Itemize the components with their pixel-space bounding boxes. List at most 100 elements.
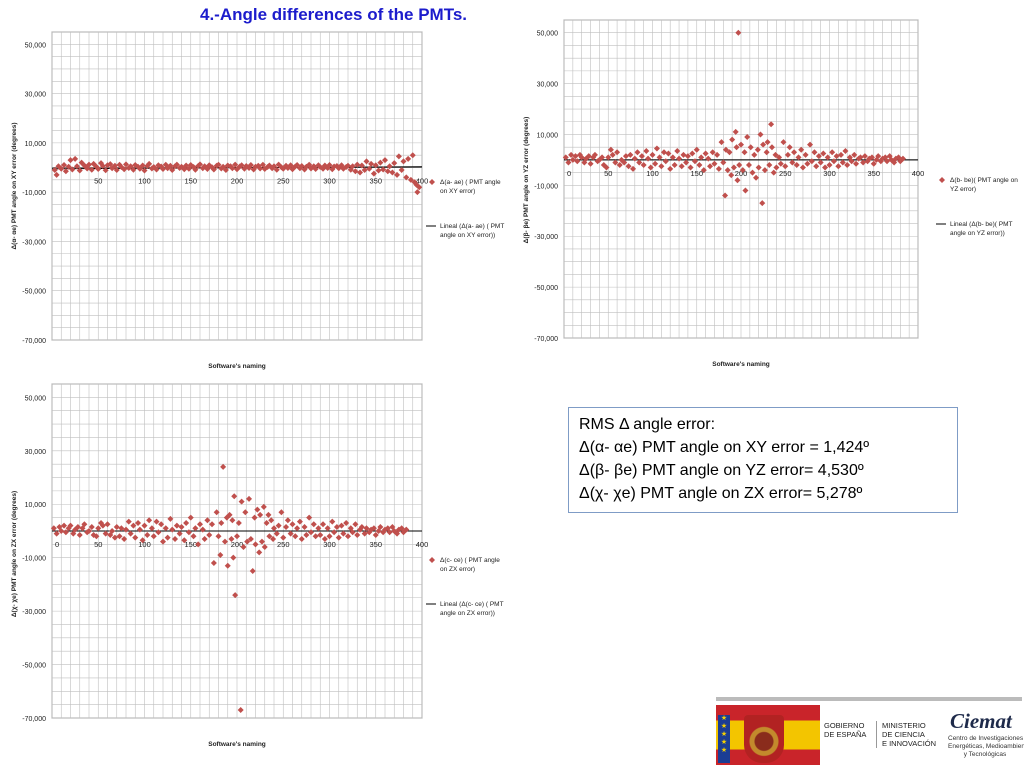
data-point bbox=[693, 146, 700, 153]
data-point bbox=[284, 517, 291, 524]
data-point bbox=[197, 521, 203, 528]
data-point bbox=[76, 531, 83, 538]
x-tick-label: 150 bbox=[690, 169, 703, 178]
data-point bbox=[616, 162, 623, 169]
data-point bbox=[270, 535, 277, 542]
data-point bbox=[338, 522, 345, 529]
data-point bbox=[62, 529, 69, 536]
chart-legend: Δ(a- ae) ( PMT angle on XY error) Lineal (… bbox=[426, 179, 504, 239]
data-point bbox=[630, 165, 637, 172]
data-point bbox=[400, 158, 407, 165]
legend-label-trendline: Lineal (Δ(b- be)( PMT bbox=[950, 221, 1013, 228]
data-point bbox=[130, 522, 137, 529]
x-tick-label: 300 bbox=[323, 540, 336, 549]
data-point bbox=[206, 531, 213, 538]
y-tick-label: 30,000 bbox=[537, 82, 559, 89]
data-point bbox=[755, 164, 762, 171]
data-point bbox=[605, 154, 612, 161]
x-tick-label: 350 bbox=[867, 169, 880, 178]
data-point bbox=[257, 165, 264, 172]
data-point bbox=[51, 166, 58, 173]
data-point bbox=[636, 159, 643, 166]
data-point bbox=[398, 166, 405, 173]
data-point bbox=[235, 519, 242, 526]
data-point bbox=[345, 162, 351, 169]
x-tick-label: 350 bbox=[369, 177, 382, 186]
legend-marker bbox=[429, 179, 435, 185]
data-point bbox=[754, 146, 761, 153]
data-point bbox=[173, 161, 180, 168]
data-point bbox=[201, 535, 208, 542]
data-point bbox=[67, 157, 74, 164]
data-point bbox=[671, 162, 678, 169]
rms-heading: RMS Δ angle error: bbox=[579, 416, 716, 433]
data-point bbox=[136, 526, 143, 533]
data-point bbox=[768, 121, 775, 128]
data-point bbox=[158, 521, 165, 528]
data-point bbox=[283, 523, 290, 530]
data-point bbox=[127, 163, 134, 170]
data-point bbox=[73, 163, 80, 170]
y-axis-label: Δ(α- αe) PMT angle on XY error (degrees) bbox=[11, 122, 18, 249]
data-point bbox=[167, 515, 174, 522]
data-point bbox=[578, 154, 585, 161]
legend-label-trendline: angle on ZX error)) bbox=[440, 610, 495, 617]
data-point bbox=[123, 161, 129, 168]
data-point bbox=[735, 29, 742, 36]
data-point bbox=[260, 503, 267, 510]
legend-marker bbox=[939, 177, 945, 183]
data-point bbox=[804, 160, 811, 167]
y-tick-label: -70,000 bbox=[22, 338, 46, 345]
data-point bbox=[118, 525, 125, 532]
data-point bbox=[268, 517, 275, 524]
data-point bbox=[363, 525, 370, 532]
data-point bbox=[722, 192, 729, 199]
data-point bbox=[53, 530, 60, 537]
data-point bbox=[109, 527, 116, 534]
data-point bbox=[709, 149, 716, 156]
data-point bbox=[315, 525, 322, 532]
data-point bbox=[851, 151, 858, 158]
data-point bbox=[780, 139, 787, 146]
data-point bbox=[726, 149, 733, 156]
data-point bbox=[724, 167, 731, 174]
data-point bbox=[609, 151, 616, 158]
y-tick-label: 50,000 bbox=[25, 42, 47, 49]
data-point bbox=[772, 151, 779, 158]
data-point bbox=[875, 153, 882, 160]
data-point bbox=[742, 187, 749, 194]
data-point bbox=[773, 164, 780, 171]
data-point bbox=[631, 155, 638, 162]
rms-line-zx: Δ(χ- χe) PMT angle on ZX error= 5,278º bbox=[579, 485, 863, 502]
data-point bbox=[357, 169, 364, 176]
data-point bbox=[372, 531, 379, 538]
legend-label-trendline: Lineal (Δ(a- ae) ( PMT bbox=[440, 223, 504, 230]
data-point bbox=[368, 160, 375, 167]
data-point bbox=[301, 523, 308, 530]
data-point bbox=[824, 154, 831, 161]
data-point bbox=[326, 533, 333, 540]
y-tick-label: -10,000 bbox=[534, 183, 558, 190]
data-point bbox=[148, 525, 155, 532]
data-point bbox=[680, 151, 687, 158]
data-point bbox=[229, 165, 236, 172]
data-point bbox=[733, 144, 740, 151]
data-point bbox=[676, 155, 683, 162]
data-point bbox=[766, 162, 773, 169]
legend-label-trendline: angle on XY error)) bbox=[440, 232, 495, 239]
data-point bbox=[736, 162, 743, 169]
x-tick-label: 50 bbox=[94, 540, 102, 549]
data-point bbox=[220, 463, 227, 470]
y-tick-label: -30,000 bbox=[22, 609, 46, 616]
data-point bbox=[853, 160, 860, 167]
data-point bbox=[868, 154, 875, 161]
data-point bbox=[718, 139, 725, 146]
data-point bbox=[173, 522, 180, 529]
data-point bbox=[72, 155, 79, 162]
data-point bbox=[95, 525, 102, 532]
data-point bbox=[739, 167, 746, 174]
data-point bbox=[86, 527, 92, 534]
y-tick-label: 50,000 bbox=[537, 31, 559, 38]
data-point bbox=[744, 134, 751, 141]
